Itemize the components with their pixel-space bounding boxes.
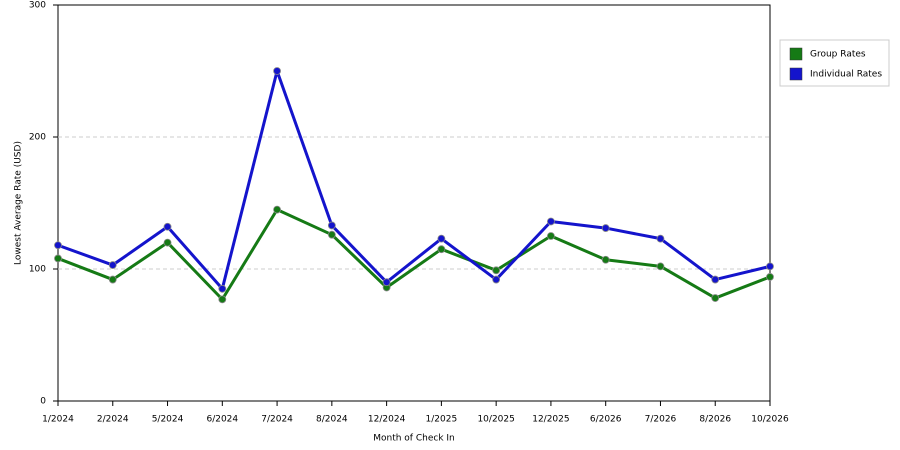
point — [437, 245, 446, 254]
plot-frame — [57, 4, 771, 402]
legend-label: Individual Rates — [810, 70, 882, 80]
x-tick-label: 7/2024 — [261, 415, 293, 425]
x-tick-label: 1/2025 — [426, 415, 458, 425]
legend-label: Group Rates — [810, 50, 866, 60]
point — [327, 221, 336, 230]
x-tick-label: 10/2026 — [751, 415, 789, 425]
x-tick-label: 8/2024 — [316, 415, 348, 425]
point — [766, 262, 774, 271]
point — [54, 254, 62, 263]
point — [492, 275, 501, 284]
legend-swatch — [789, 67, 803, 81]
point — [382, 278, 391, 287]
x-tick-label: 2/2024 — [97, 415, 129, 425]
x-tick-label: 12/2025 — [532, 415, 569, 425]
point — [218, 284, 227, 293]
point — [547, 232, 555, 240]
point — [711, 275, 720, 284]
x-tick-label: 6/2024 — [206, 415, 238, 425]
x-axis-label: Month of Check In — [373, 434, 455, 444]
y-tick-label: 200 — [29, 133, 46, 143]
x-tick-label: 10/2025 — [477, 415, 514, 425]
point — [547, 217, 555, 226]
x-tick-label: 8/2026 — [699, 415, 731, 425]
point — [108, 275, 117, 284]
point — [273, 67, 281, 75]
legend-swatch — [789, 47, 803, 61]
point — [601, 255, 610, 264]
series-line — [57, 208, 771, 301]
x-tick-label: 5/2024 — [152, 415, 184, 425]
x-tick-label: 12/2024 — [368, 415, 406, 425]
y-tick-label: 300 — [29, 1, 46, 11]
point — [766, 273, 774, 281]
y-axis-label: Lowest Average Rate (USD) — [14, 141, 24, 265]
point — [656, 234, 665, 243]
point — [218, 295, 227, 304]
point — [492, 266, 501, 275]
point — [601, 224, 610, 232]
x-tick-label: 7/2026 — [645, 415, 677, 425]
point — [656, 262, 665, 271]
y-tick-label: 100 — [29, 265, 46, 275]
x-tick-label: 1/2024 — [42, 415, 74, 425]
x-tick-label: 6/2026 — [590, 415, 622, 425]
point — [108, 261, 117, 269]
point — [54, 241, 62, 250]
point — [711, 294, 720, 302]
point — [273, 205, 281, 214]
series-line — [57, 69, 771, 291]
point — [327, 230, 336, 239]
y-tick-label: 0 — [40, 397, 46, 407]
point — [163, 238, 172, 247]
point — [163, 222, 172, 231]
point — [437, 234, 446, 243]
